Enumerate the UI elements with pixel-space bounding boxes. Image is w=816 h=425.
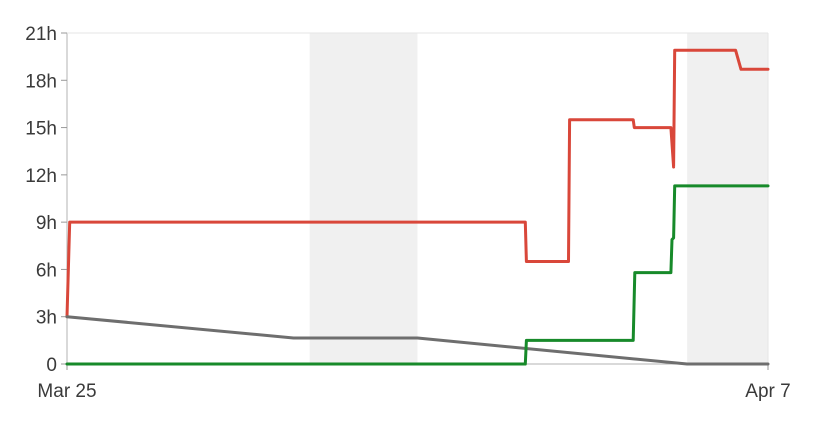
y-tick-label: 9h — [36, 213, 57, 234]
weekend-band — [687, 33, 768, 364]
y-tick-label: 3h — [36, 308, 57, 329]
y-tick-label: 15h — [25, 119, 57, 140]
x-tick-label: Mar 25 — [37, 381, 96, 402]
y-axis: 0 3h 6h 9h 12h 15h 18h 21h — [25, 24, 67, 376]
series-line-3 — [65, 184, 770, 366]
y-tick-label: 6h — [36, 260, 57, 281]
weekend-bands — [309, 33, 768, 364]
series-line-2 — [65, 315, 770, 366]
x-axis: Mar 25 Apr 7 — [37, 364, 791, 402]
y-tick-label: 21h — [25, 24, 57, 45]
y-tick-label: 12h — [25, 166, 57, 187]
series-line-1 — [65, 48, 770, 319]
weekend-band — [309, 33, 418, 364]
y-tick-label: 18h — [25, 71, 57, 92]
y-tick-label: 0 — [46, 355, 57, 376]
x-tick-label: Apr 7 — [745, 381, 790, 402]
series-lines — [65, 48, 770, 366]
